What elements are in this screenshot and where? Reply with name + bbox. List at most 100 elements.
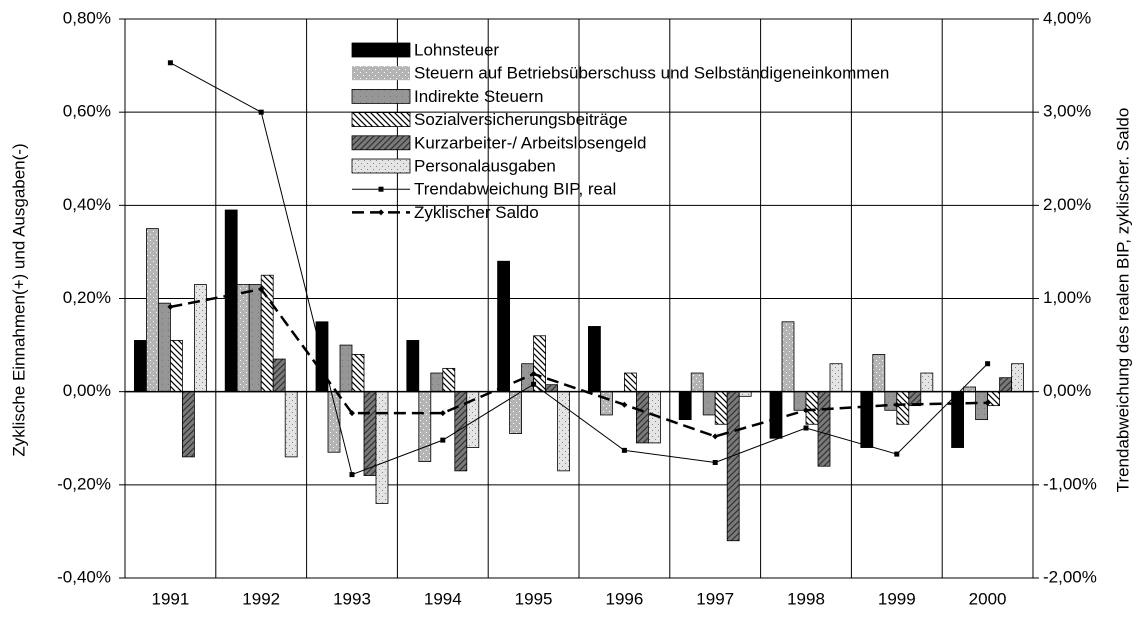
x-tick-label: 1994 [424, 589, 462, 608]
bar [769, 391, 783, 439]
y-tick-label: -0,20% [57, 474, 111, 493]
bar [805, 391, 819, 425]
line-marker [167, 60, 173, 66]
bar [363, 391, 377, 476]
bar [793, 391, 807, 411]
bar [600, 391, 613, 416]
y-tick-label: 0,40% [63, 195, 111, 214]
bar [896, 391, 910, 425]
bar [860, 391, 874, 448]
line-series [170, 62, 988, 476]
x-tick-label: 1992 [242, 589, 280, 608]
bar [497, 260, 511, 393]
legend-label: Personalausgaben [414, 156, 556, 175]
y-tick-label: 0,80% [63, 8, 111, 27]
bar [920, 372, 934, 393]
line-marker [621, 401, 628, 408]
bar [339, 344, 353, 393]
line-marker [712, 459, 718, 465]
line-marker [803, 425, 809, 431]
line-marker [439, 410, 446, 417]
bar [157, 302, 171, 393]
bar [133, 340, 147, 393]
y2-tick-label: 4,00% [1043, 8, 1091, 27]
bar [272, 358, 286, 393]
legend-swatch [351, 135, 411, 151]
x-tick-label: 1997 [696, 589, 734, 608]
legend-label: Steuern auf Betriebsüberschuss und Selbs… [414, 64, 889, 83]
x-tick-label: 1993 [333, 589, 371, 608]
bar [236, 284, 250, 393]
legend-marker [378, 186, 384, 192]
legend-label: Kurzarbeiter-/ Arbeitslosengeld [414, 133, 646, 152]
bar [872, 353, 886, 393]
y2-tick-label: 0,00% [1043, 381, 1091, 400]
y2-tick-label: 2,00% [1043, 195, 1091, 214]
y-tick-label: 0,60% [63, 102, 111, 121]
bar [1011, 363, 1024, 393]
y2-tick-label: -1,00% [1043, 474, 1097, 493]
line-marker [167, 303, 174, 310]
bar [951, 391, 964, 448]
y-tick-label: -0,40% [57, 567, 111, 586]
y-axis-label: Zyklische Einnahmen(+) und Ausgaben(-) [9, 143, 28, 456]
line-marker [531, 381, 537, 387]
line-marker [985, 361, 991, 367]
bar [690, 372, 704, 393]
line-marker [530, 370, 537, 377]
bar [817, 391, 831, 467]
bar [145, 228, 159, 393]
legend-swatch [351, 89, 411, 104]
plot-border [124, 18, 1034, 579]
bar [375, 391, 389, 504]
legend-swatch [351, 112, 411, 127]
bar [624, 372, 637, 393]
line-marker [894, 451, 900, 457]
bar [781, 321, 795, 393]
line-marker [621, 447, 627, 453]
legend-swatch [352, 66, 410, 81]
bar [181, 391, 195, 458]
x-tick-label: 1991 [151, 589, 189, 608]
line-marker [893, 401, 900, 408]
bar [545, 384, 558, 393]
legend-label: Trendabweichung BIP, real [414, 180, 616, 199]
line-marker [803, 407, 809, 414]
line-marker [258, 286, 265, 293]
legend-label: Zyklischer Saldo [414, 203, 539, 222]
bar [430, 372, 444, 393]
bar [975, 391, 988, 421]
legend-swatch [351, 158, 411, 174]
x-tick-label: 1996 [605, 589, 643, 608]
legend-marker [378, 209, 384, 216]
bar [418, 391, 432, 462]
line-marker [440, 437, 446, 443]
bar [999, 377, 1012, 393]
line-marker [712, 433, 719, 440]
bar [884, 391, 898, 411]
bar [351, 353, 365, 393]
bar [829, 363, 843, 393]
y2-axis-label: Trendabweichung des realen BIP, zyklisch… [1113, 108, 1132, 493]
x-tick-label: 1995 [515, 589, 553, 608]
bar [406, 340, 420, 393]
line-marker [349, 472, 355, 478]
line-marker [984, 399, 991, 406]
legend-label: Sozialversicherungsbeiträge [414, 110, 628, 129]
x-tick-label: 2000 [969, 589, 1007, 608]
x-tick-label: 1998 [787, 589, 825, 608]
bar [442, 367, 456, 393]
bar [248, 284, 262, 393]
bar [714, 391, 728, 425]
x-tick-label: 1999 [878, 589, 916, 608]
y-tick-label: 0,00% [63, 381, 111, 400]
legend-label: Lohnsteuer [414, 40, 499, 59]
line-series [170, 287, 988, 438]
bar [588, 326, 601, 393]
y2-tick-label: -2,00% [1043, 567, 1097, 586]
bar [702, 391, 716, 416]
bar [169, 340, 183, 393]
legend-label: Indirekte Steuern [414, 87, 543, 106]
bar [284, 391, 298, 458]
